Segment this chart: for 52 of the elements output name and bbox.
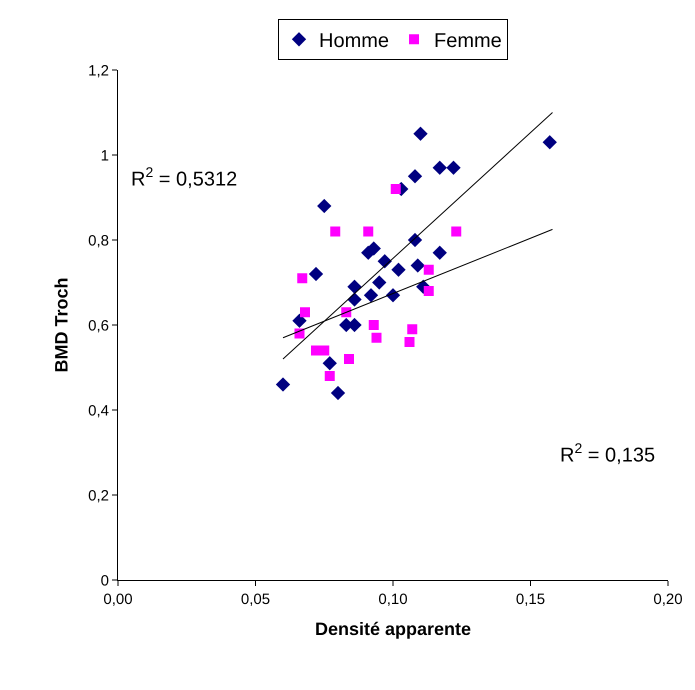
point xyxy=(297,273,308,284)
y-tick-label: 0,8 xyxy=(88,232,109,250)
point xyxy=(432,246,447,260)
y-tick-label: 0,2 xyxy=(88,487,109,504)
point xyxy=(372,275,386,290)
annotation: R$^{2}$ = 0,135 xyxy=(560,440,656,466)
point xyxy=(413,126,428,141)
legend-label: Femme xyxy=(434,30,502,52)
x-tick-label: 0,10 xyxy=(378,591,408,608)
point xyxy=(407,324,418,334)
point xyxy=(410,258,425,273)
point xyxy=(368,320,379,330)
point xyxy=(391,262,406,277)
y-tick-label: 1,2 xyxy=(88,62,109,80)
point xyxy=(317,198,332,214)
point xyxy=(324,371,335,381)
point xyxy=(363,226,374,236)
x-axis-title: Densité apparente xyxy=(314,619,472,640)
point xyxy=(424,264,434,275)
point xyxy=(372,332,382,343)
x-tick-label: 0,20 xyxy=(653,591,683,608)
point xyxy=(330,386,346,400)
point xyxy=(366,241,381,256)
point xyxy=(424,286,434,296)
point xyxy=(542,135,557,150)
point xyxy=(390,184,401,194)
y-tick-label: 0,4 xyxy=(88,402,109,420)
point xyxy=(432,160,447,175)
y-tick-label: 1 xyxy=(100,147,109,164)
point xyxy=(344,354,354,364)
point xyxy=(292,314,307,328)
point xyxy=(322,356,337,370)
point xyxy=(347,280,362,294)
point xyxy=(446,160,461,175)
point xyxy=(276,377,290,392)
y-tick-label: 0 xyxy=(100,572,109,590)
x-tick-label: 0,15 xyxy=(516,591,546,608)
point xyxy=(451,226,462,236)
point xyxy=(378,254,392,268)
x-tick-label: 0,05 xyxy=(240,591,270,608)
point xyxy=(408,169,422,184)
point xyxy=(330,226,340,236)
point xyxy=(308,266,324,282)
annotation: R$^{2}$ = 0,5312 xyxy=(131,164,238,190)
x-tick-label: 0,00 xyxy=(103,591,133,608)
point xyxy=(404,337,414,347)
point xyxy=(347,292,362,307)
point xyxy=(300,307,310,318)
y-tick-label: 0,6 xyxy=(88,317,109,334)
legend-label: Homme xyxy=(319,30,390,52)
y-axis-title: BMD Troch xyxy=(51,277,72,373)
point xyxy=(364,288,378,302)
